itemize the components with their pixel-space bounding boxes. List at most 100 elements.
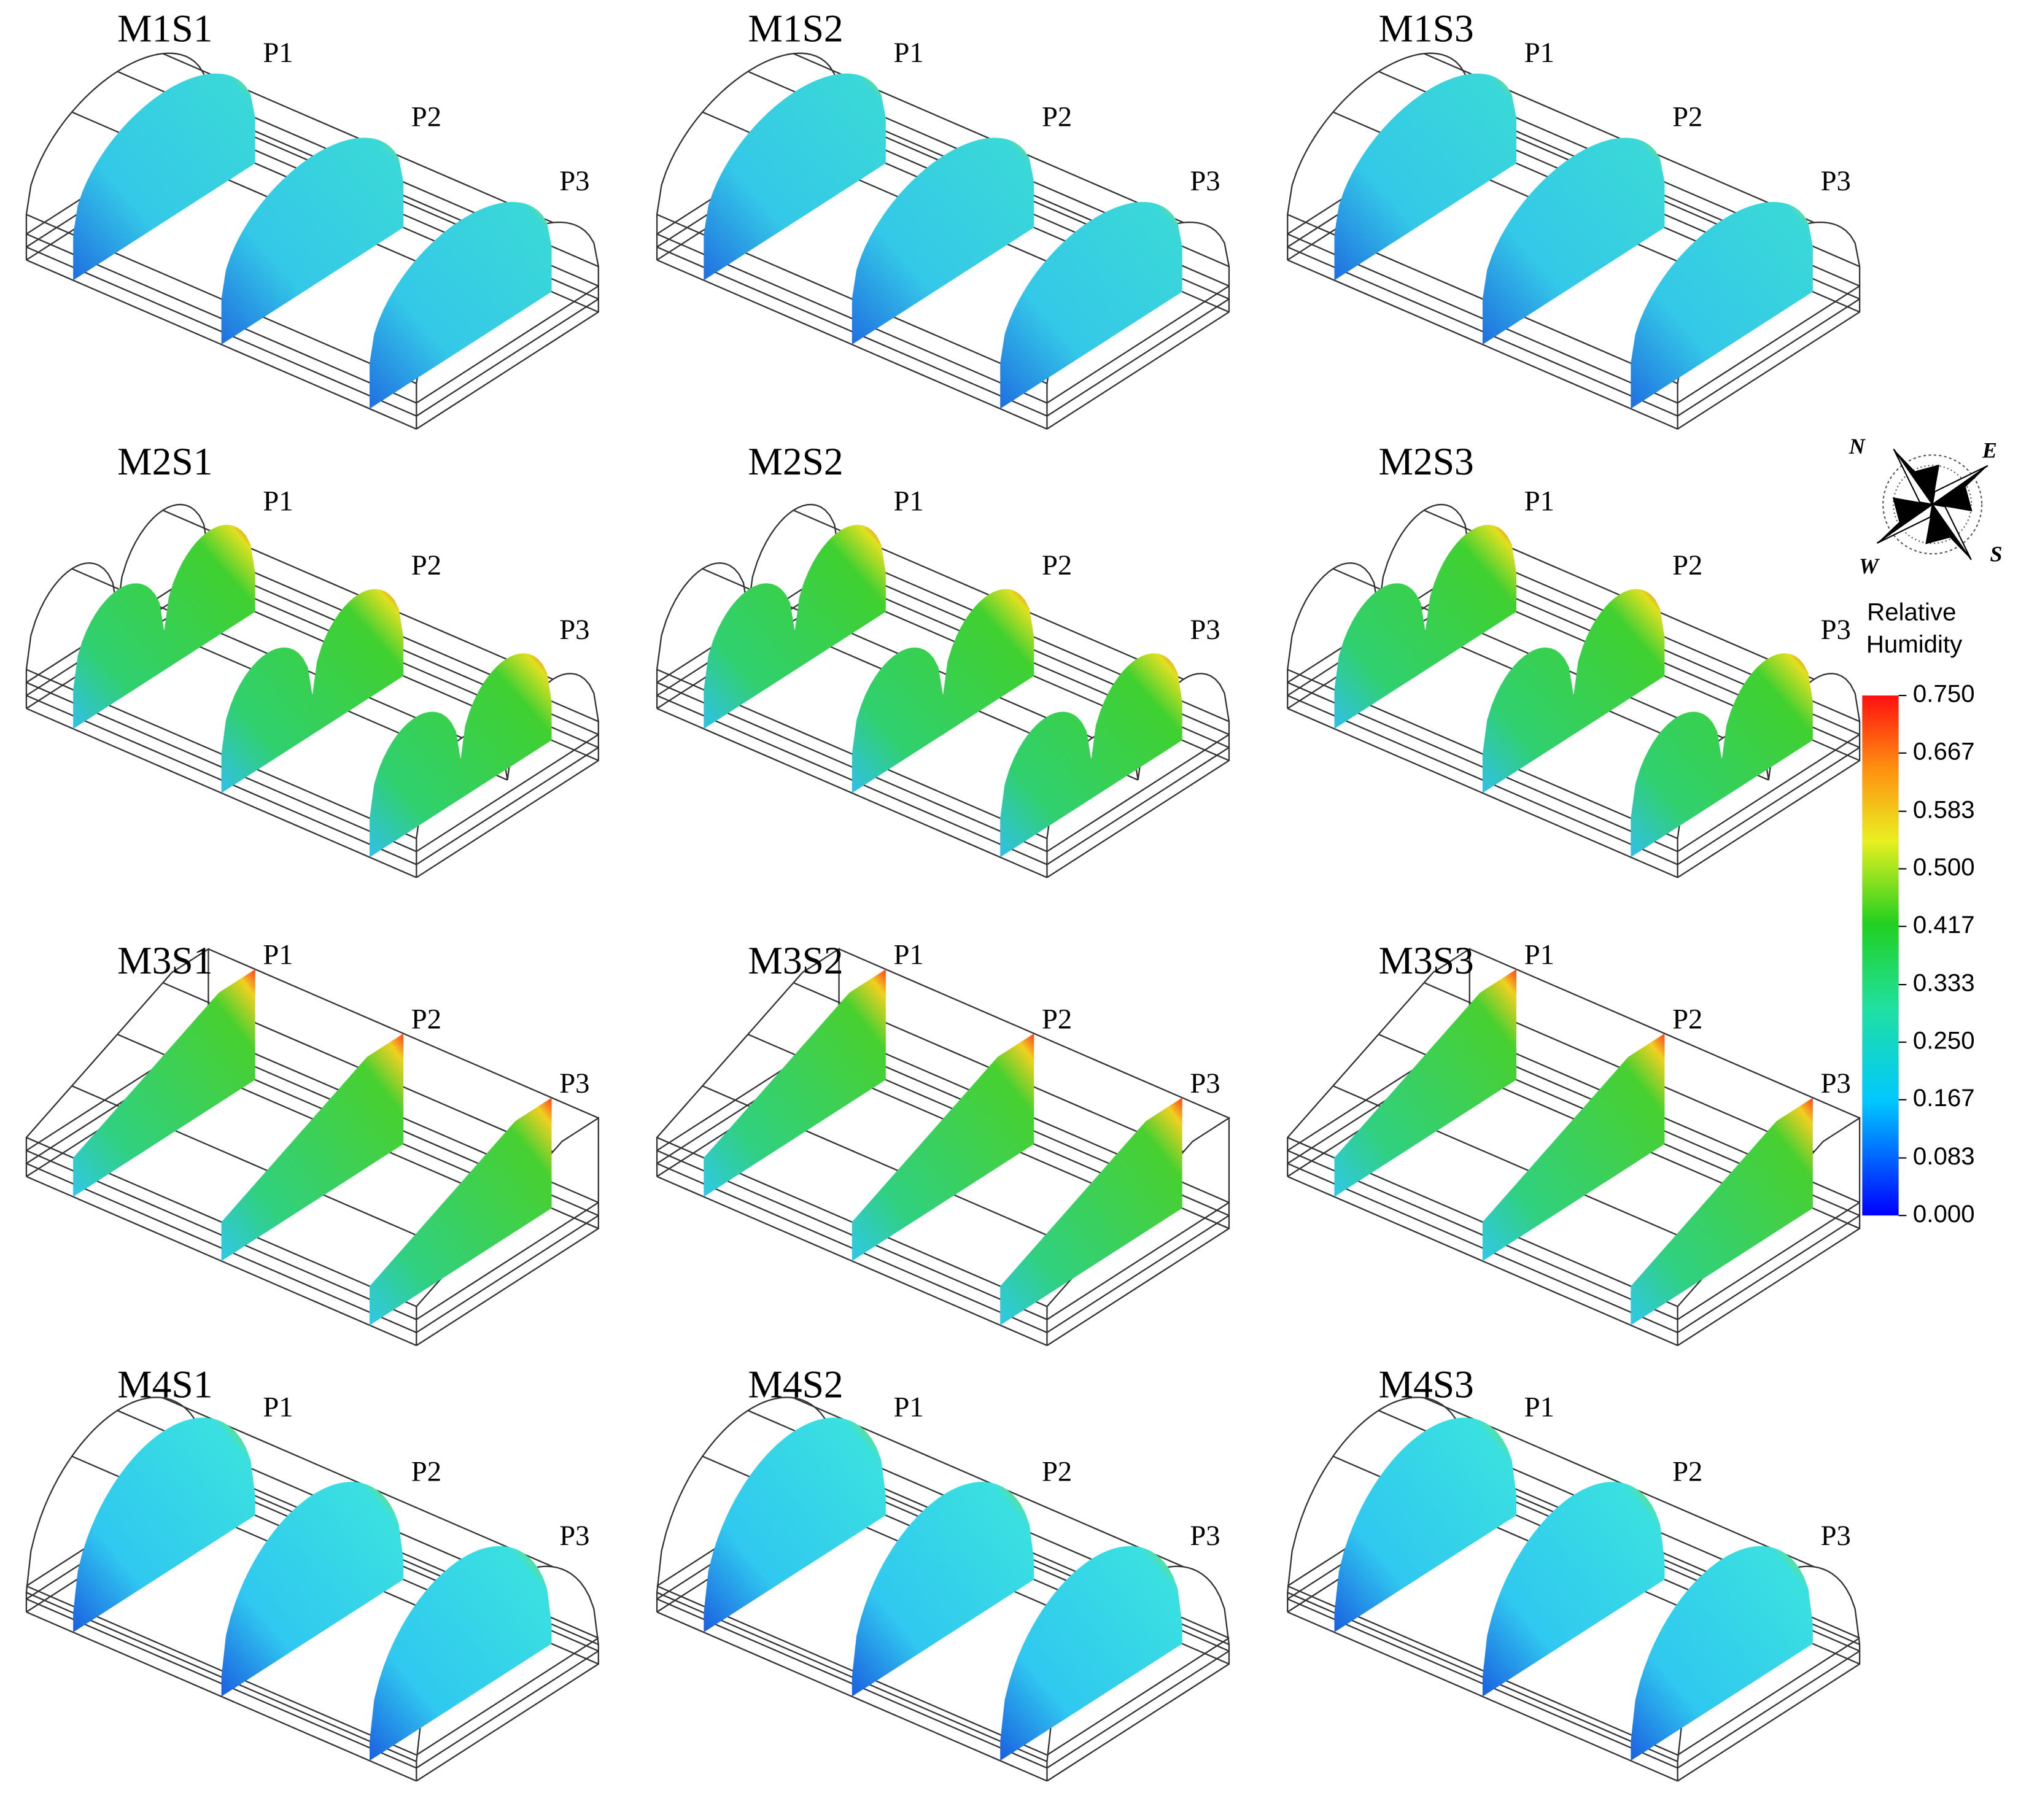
frame-line <box>416 746 599 865</box>
section-label: P2 <box>1672 1455 1702 1487</box>
frame-line <box>1046 746 1230 865</box>
section-label: P2 <box>411 101 441 133</box>
section-label: P3 <box>559 1067 589 1099</box>
panel-title: M2S2 <box>748 440 843 483</box>
section-contour <box>221 589 404 793</box>
section-label: P3 <box>559 1520 589 1552</box>
section-contour <box>370 202 552 409</box>
panel-title: M2S1 <box>117 440 212 483</box>
panel: P1 P2 P3 M3S3 <box>1287 939 1861 1347</box>
frame-line <box>1677 734 1860 853</box>
frame-line <box>416 1637 599 1756</box>
section-contour <box>852 1033 1034 1261</box>
section-label: P1 <box>263 37 293 69</box>
colorbar-tick-label: 0.417 <box>1913 911 1975 939</box>
end-profile <box>656 947 840 1177</box>
section-contour <box>221 137 404 345</box>
frame-line <box>1677 298 1860 417</box>
section-label: P3 <box>1190 1067 1220 1099</box>
section-label: P1 <box>263 939 293 971</box>
panel-title: M1S1 <box>117 7 212 50</box>
section-label: P3 <box>1190 165 1220 197</box>
section-contour <box>1482 137 1665 345</box>
frame-line <box>656 1175 1047 1347</box>
panel: P1 P2 P3 M2S2 <box>656 440 1230 878</box>
colorbar-tick-label: 0.250 <box>1913 1026 1975 1054</box>
end-profile <box>25 947 209 1177</box>
section-label: P1 <box>263 486 293 517</box>
section-contour <box>370 1546 552 1761</box>
panel-title: M4S2 <box>748 1362 843 1406</box>
section-contour <box>1482 1482 1665 1697</box>
colorbar <box>1862 695 1899 1216</box>
frame-line <box>208 948 599 1119</box>
frame-line <box>656 259 1047 430</box>
frame-line <box>1046 1650 1230 1769</box>
colorbar-tick-label: 0.167 <box>1913 1084 1975 1112</box>
compass-ring <box>1893 465 1973 544</box>
section-label: P2 <box>1042 549 1072 581</box>
section-label: P2 <box>1672 549 1702 581</box>
frame-line <box>416 1202 599 1320</box>
section-label: P2 <box>1042 101 1072 133</box>
section-contour <box>852 137 1034 345</box>
colorbar-tick-label: 0.000 <box>1913 1200 1975 1228</box>
section-label: P3 <box>1821 614 1851 646</box>
compass-south: S <box>1990 542 2002 567</box>
frame-line <box>416 298 599 417</box>
section-contour <box>1631 202 1813 409</box>
frame-line <box>1287 1175 1678 1347</box>
panel-title: M2S3 <box>1379 440 1474 483</box>
frame-line <box>1677 1650 1860 1769</box>
section-label: P3 <box>1190 614 1220 646</box>
frame-line <box>26 1611 417 1782</box>
panel: P1 P2 P3 M3S2 <box>656 939 1230 1347</box>
section-label: P1 <box>894 37 924 69</box>
section-contour <box>73 524 255 729</box>
panel-title: M4S1 <box>117 1362 212 1406</box>
section-contour <box>73 1417 255 1633</box>
end-profile <box>1287 947 1470 1177</box>
section-label: P1 <box>1524 939 1554 971</box>
frame-line <box>1677 1215 1860 1333</box>
frame-line <box>1046 1637 1230 1756</box>
section-contour <box>704 73 886 281</box>
panel: P1 P2 P3 M4S1 <box>25 1362 599 1782</box>
section-contour <box>1631 1546 1813 1761</box>
frame-line <box>1046 1215 1230 1333</box>
compass-east: E <box>1982 438 1997 462</box>
panel-title: M1S3 <box>1379 7 1474 50</box>
colorbar-tick-label: 0.333 <box>1913 969 1975 997</box>
frame-line <box>416 734 599 853</box>
colorbar-title: Humidity <box>1866 630 1963 658</box>
section-label: P2 <box>1042 1003 1072 1035</box>
panel: P1 P2 P3 M2S1 <box>25 440 599 878</box>
frame-line <box>1677 285 1860 404</box>
compass <box>1876 448 1988 560</box>
section-label: P3 <box>559 614 589 646</box>
panel-title: M3S3 <box>1379 939 1474 982</box>
section-contour <box>852 1482 1034 1697</box>
section-contour <box>704 1417 886 1633</box>
section-label: P1 <box>263 1392 293 1423</box>
section-contour <box>1334 73 1516 281</box>
colorbar-tick-label: 0.667 <box>1913 737 1975 765</box>
frame-line <box>1469 948 1860 1119</box>
section-label: P2 <box>411 1455 441 1487</box>
section-contour <box>370 653 552 858</box>
section-contour <box>1334 969 1516 1197</box>
section-contour <box>370 1098 552 1325</box>
frame-line <box>1677 746 1860 865</box>
section-label: P2 <box>1672 101 1702 133</box>
frame-line <box>1046 734 1230 853</box>
panel: P1 P2 P3 M2S3 <box>1287 440 1861 878</box>
section-label: P2 <box>411 549 441 581</box>
frame-line <box>26 259 417 430</box>
section-label: P2 <box>1672 1003 1702 1035</box>
panel: P1 P2 P3 M4S3 <box>1287 1362 1861 1782</box>
section-contour <box>852 589 1034 793</box>
frame-line <box>26 708 417 878</box>
frame-line <box>656 1611 1047 1782</box>
